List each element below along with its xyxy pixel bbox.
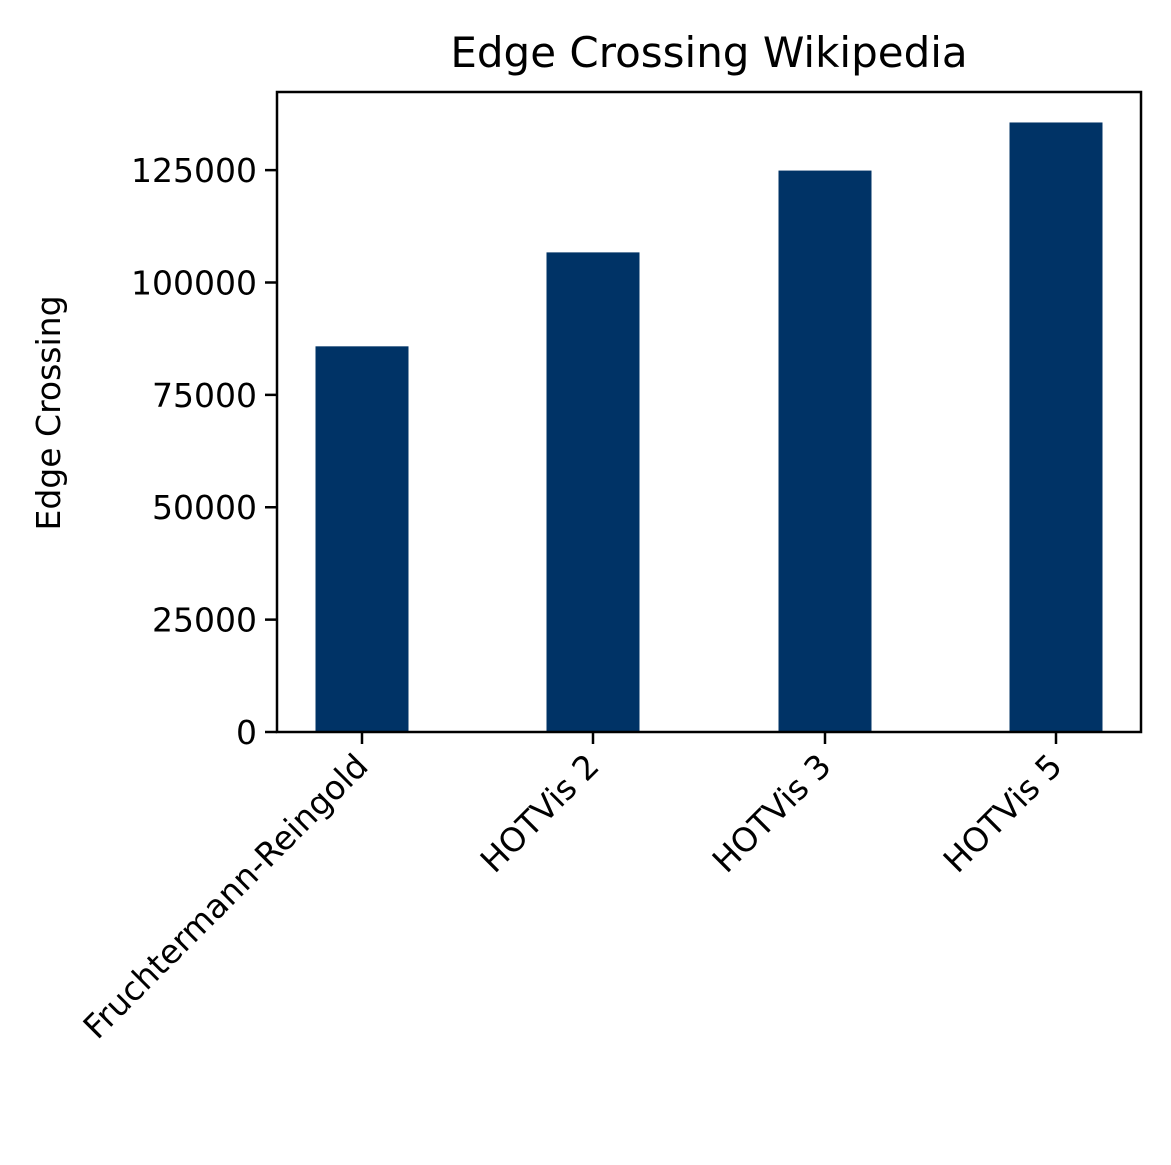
bars-group xyxy=(315,122,1103,733)
plot-frame xyxy=(275,90,1143,734)
y-ticks-group: 0 25000 50000 75000 100000 125000 xyxy=(131,151,277,752)
y-tick-label-0: 0 xyxy=(236,713,257,752)
y-tick-label-3: 75000 xyxy=(152,376,257,415)
bar-0 xyxy=(315,346,409,732)
y-tick-label-1: 25000 xyxy=(152,601,257,640)
chart-title: Edge Crossing Wikipedia xyxy=(450,28,967,77)
bar-3 xyxy=(1009,122,1103,732)
y-tick-label-5: 125000 xyxy=(131,151,257,190)
bar-1 xyxy=(546,252,640,732)
y-axis-label: Edge Crossing xyxy=(29,295,68,530)
y-tick-label-2: 50000 xyxy=(152,488,257,527)
bar-2 xyxy=(778,170,872,733)
y-tick-label-4: 100000 xyxy=(131,263,257,302)
